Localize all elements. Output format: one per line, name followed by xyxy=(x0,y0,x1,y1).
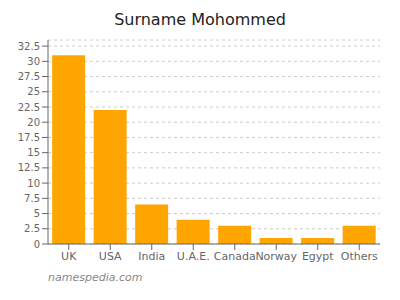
svg-text:0: 0 xyxy=(34,239,40,250)
svg-text:2.5: 2.5 xyxy=(24,223,40,234)
svg-text:22.5: 22.5 xyxy=(18,102,40,113)
svg-text:25: 25 xyxy=(27,86,40,97)
svg-text:India: India xyxy=(138,250,165,263)
svg-text:15: 15 xyxy=(27,147,40,158)
svg-text:5: 5 xyxy=(34,208,40,219)
html-text:Surname Mohommed: Surname Mohommed xyxy=(114,10,286,29)
svg-text:17.5: 17.5 xyxy=(18,132,40,143)
svg-text:Egypt: Egypt xyxy=(302,250,334,263)
svg-text:Canada: Canada xyxy=(214,250,256,263)
svg-text:USA: USA xyxy=(99,250,122,263)
svg-text:27.5: 27.5 xyxy=(18,71,40,82)
svg-text:10: 10 xyxy=(27,178,40,189)
svg-text:Others: Others xyxy=(341,250,378,263)
svg-text:30: 30 xyxy=(27,56,40,67)
svg-text:Norway: Norway xyxy=(255,250,297,263)
svg-text:U.A.E.: U.A.E. xyxy=(177,250,210,263)
svg-text:32.5: 32.5 xyxy=(18,41,40,52)
svg-text:7.5: 7.5 xyxy=(24,193,40,204)
svg-text:20: 20 xyxy=(27,117,40,128)
svg-text:12.5: 12.5 xyxy=(18,162,40,173)
svg-text:UK: UK xyxy=(61,250,77,263)
html-text:namespedia.com: namespedia.com xyxy=(48,271,143,284)
